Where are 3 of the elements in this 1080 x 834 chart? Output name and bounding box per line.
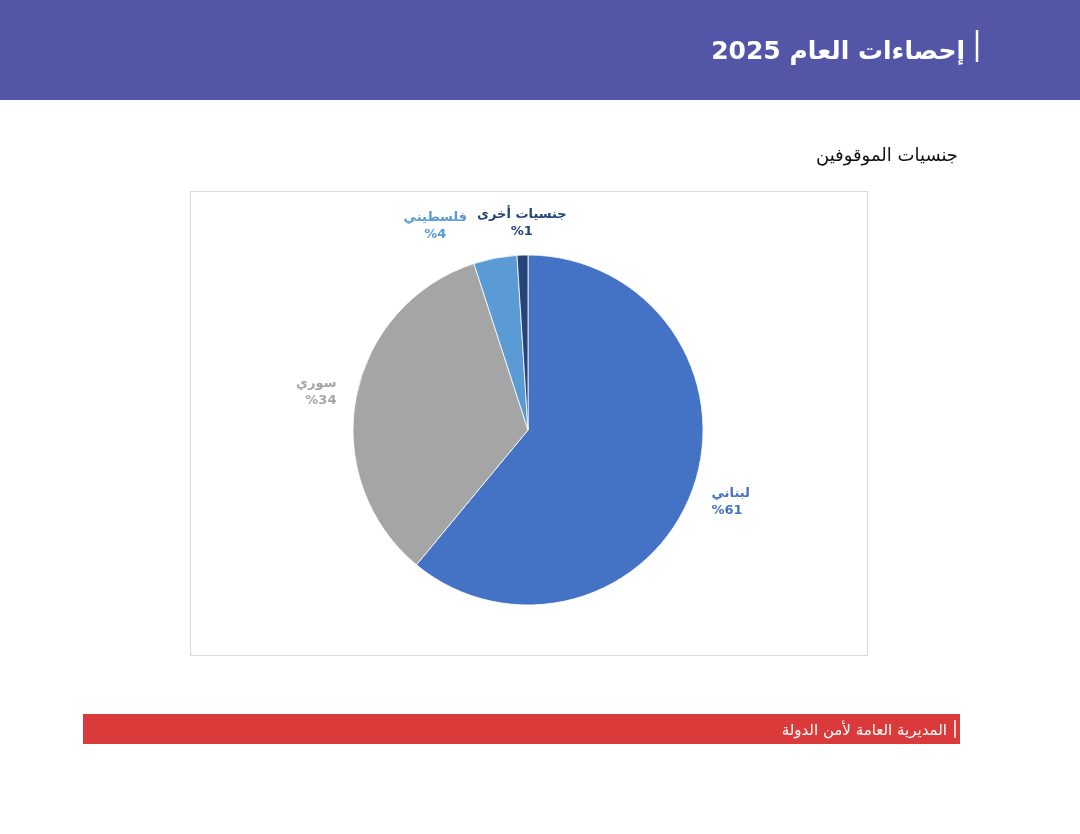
annotation: المديرية العامة لأمن الدولة <box>781 721 947 739</box>
subtitle: جنسيات الموقوفين <box>815 144 958 165</box>
title: إحصاءات العام 2025 <box>711 36 965 65</box>
